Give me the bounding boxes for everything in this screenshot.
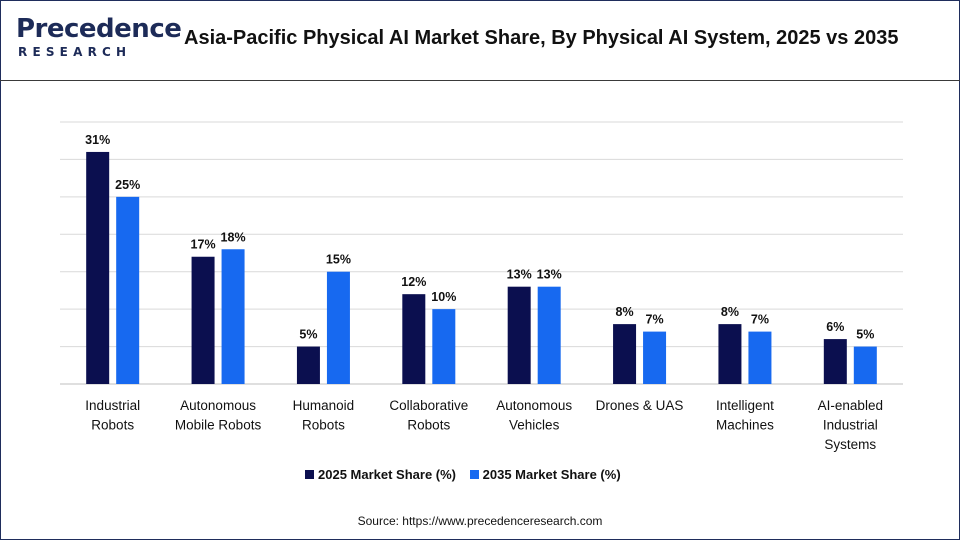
x-tick-label: Collaborative [389,398,468,413]
bar-2035 [221,249,245,384]
data-label: 8% [721,305,739,319]
data-label: 13% [507,268,532,282]
bar-2035 [748,331,772,384]
data-label: 15% [326,253,351,267]
data-label: 17% [191,238,216,252]
bar-2035 [853,346,877,384]
data-label: 13% [537,268,562,282]
legend: 2025 Market Share (%) 2035 Market Share … [305,467,631,482]
bar-2025 [402,294,426,384]
x-tick-label: Vehicles [509,418,560,433]
data-label: 25% [115,178,140,192]
bar-2025 [823,339,847,384]
data-label: 5% [299,328,317,342]
source-note: Source: https://www.precedenceresearch.c… [357,514,603,528]
logo-subtitle: RESEARCH [18,45,132,59]
legend-item-2025: 2025 Market Share (%) [305,467,456,482]
data-label: 7% [646,313,664,327]
x-tick-label: Robots [302,418,345,433]
chart-title: Asia-Pacific Physical AI Market Share, B… [184,27,899,49]
x-tick-label: Mobile Robots [175,418,262,433]
header: Precedence RESEARCH Asia-Pacific Physica… [0,0,960,81]
bar-2025 [86,151,110,384]
x-tick-label: Industrial [85,398,140,413]
bar-2025 [718,324,742,384]
x-tick-label: AI-enabled [818,398,883,413]
x-tick-label: Drones & UAS [596,398,684,413]
x-tick-label: Industrial [823,418,878,433]
legend-swatch-2025 [305,470,314,479]
x-tick-label: Humanoid [293,398,355,413]
data-label: 18% [221,230,246,244]
x-tick-label: Autonomous [496,398,572,413]
bar-2035 [326,271,350,384]
data-label: 10% [431,290,456,304]
bar-2025 [191,256,215,384]
bar-2035 [116,196,140,384]
bar-2025 [613,324,637,384]
logo-wordmark: Precedence [16,14,182,44]
bar-2035 [432,309,456,384]
data-label: 6% [826,320,844,334]
legend-label-2035: 2035 Market Share (%) [482,467,621,482]
x-tick-label: Intelligent [716,398,774,413]
bar-2025 [296,346,320,384]
legend-item-2035: 2035 Market Share (%) [469,467,621,482]
data-label: 7% [751,313,769,327]
precedence-research-logo: Precedence RESEARCH [16,14,182,64]
bar-2035 [643,331,667,384]
x-tick-label: Robots [407,418,450,433]
x-tick-label: Robots [91,418,134,433]
data-label: 5% [856,328,874,342]
bar-2025 [507,286,531,384]
data-label: 12% [401,275,426,289]
x-tick-label: Autonomous [180,398,256,413]
data-label: 8% [616,305,634,319]
data-label: 31% [85,133,110,147]
x-tick-label: Systems [824,437,876,452]
x-tick-label: Machines [716,418,774,433]
legend-label-2025: 2025 Market Share (%) [318,467,457,482]
legend-swatch-2035 [469,470,479,479]
bar-2035 [537,286,561,384]
